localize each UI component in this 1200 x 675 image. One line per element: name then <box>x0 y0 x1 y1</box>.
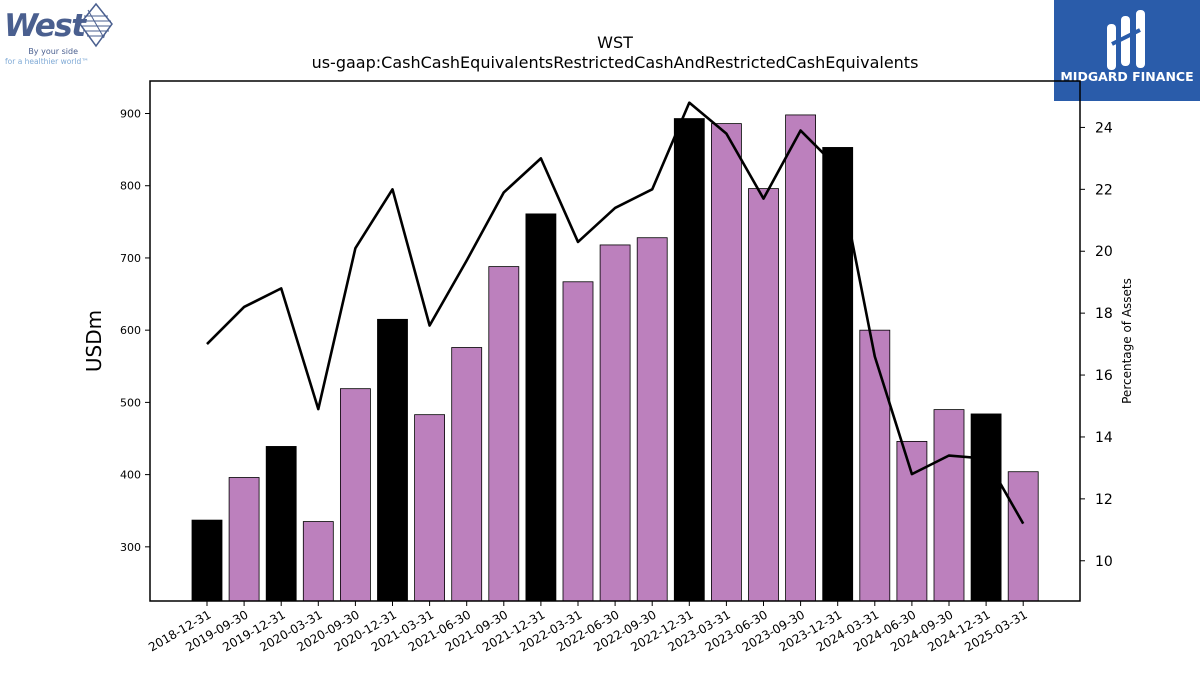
y2-axis-label: Percentage of Assets <box>1120 278 1134 404</box>
bar-2023-09-30 <box>785 114 816 602</box>
bar-2023-03-31 <box>711 123 742 602</box>
y-tick-label-700: 700 <box>120 252 141 265</box>
bar-2021-06-30 <box>451 347 483 602</box>
y2-tick-label-16: 16 <box>1095 368 1113 384</box>
bar-2024-03-31 <box>859 329 891 602</box>
y2-tick-label-12: 12 <box>1095 492 1113 508</box>
bar-2019-09-30 <box>228 477 260 602</box>
west-tagline-1: By your side <box>28 47 78 56</box>
bar-2024-06-30 <box>896 440 928 602</box>
bar-2020-09-30 <box>339 388 371 602</box>
midgard-emblem-icon <box>1107 10 1145 70</box>
y2-tick-label-18: 18 <box>1095 306 1113 322</box>
chart-subtitle: us-gaap:CashCashEquivalentsRestrictedCas… <box>312 53 919 72</box>
west-logo-wordmark: West <box>4 8 87 44</box>
bar-2025-03-31 <box>1007 471 1039 602</box>
midgard-finance-logo: MIDGARD FINANCE <box>1054 0 1200 101</box>
percentage-of-assets-line <box>206 101 1025 525</box>
chart-title: WST <box>597 33 633 52</box>
bar-2022-06-30 <box>599 244 631 602</box>
y2-tick-label-22: 22 <box>1095 182 1113 198</box>
y2-tick-label-24: 24 <box>1095 120 1113 136</box>
y-tick-label-800: 800 <box>120 180 141 193</box>
west-logo: West By your side for a healthier world™ <box>0 0 120 70</box>
y2-tick-label-14: 14 <box>1095 430 1113 446</box>
bar-2024-12-31 <box>970 413 1002 602</box>
bar-2021-09-30 <box>488 266 520 602</box>
y-tick-label-900: 900 <box>120 108 141 121</box>
y-tick-label-500: 500 <box>120 396 141 409</box>
y-tick-label-300: 300 <box>120 541 141 554</box>
bar-2022-09-30 <box>636 237 668 602</box>
y-axis-label: USDm <box>82 310 106 372</box>
west-diamond-icon <box>79 2 113 48</box>
line-group <box>206 101 1025 525</box>
y2-tick-label-20: 20 <box>1095 244 1113 260</box>
bar-2022-12-31 <box>673 118 705 602</box>
bar-2023-06-30 <box>748 188 779 602</box>
bar-2022-03-31 <box>562 281 594 602</box>
bar-2024-09-30 <box>933 409 965 602</box>
west-tagline-2: for a healthier world™ <box>5 57 89 66</box>
bar-2018-12-31 <box>191 519 223 602</box>
y-tick-label-400: 400 <box>120 469 141 482</box>
bar-2021-03-31 <box>414 414 446 602</box>
y2-tick-label-10: 10 <box>1095 554 1113 570</box>
y-tick-label-600: 600 <box>120 324 141 337</box>
bars-group <box>191 114 1039 602</box>
bar-2019-12-31 <box>265 446 297 602</box>
midgard-wordmark: MIDGARD FINANCE <box>1060 69 1193 84</box>
bar-2020-12-31 <box>377 318 408 602</box>
bar-2021-12-31 <box>525 213 557 602</box>
bar-2020-03-31 <box>302 521 334 602</box>
